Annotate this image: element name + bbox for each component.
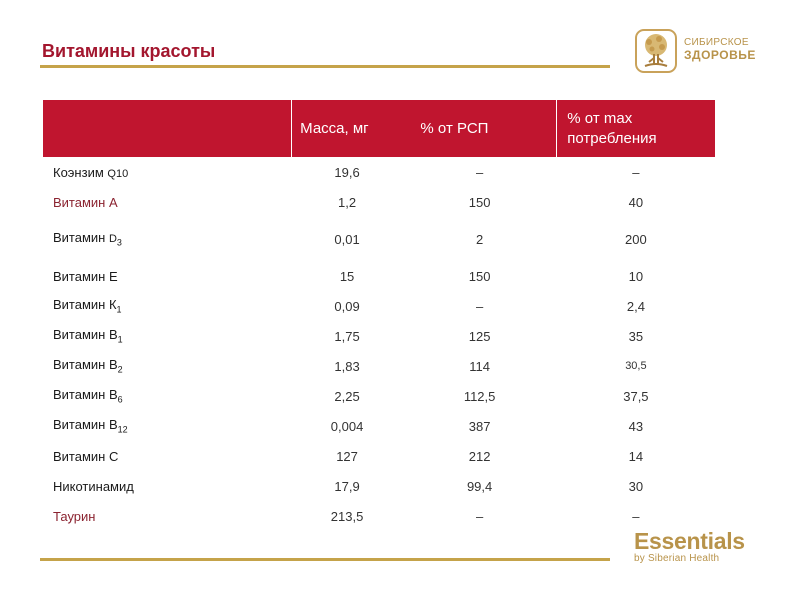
vitamin-name: Витамин С	[53, 448, 119, 464]
max-value: 2,4	[626, 298, 645, 314]
rsp-value: 125	[468, 328, 491, 344]
vitamin-name: Витамин А	[53, 194, 118, 210]
table-header-row: Масса, мг % от РСП % от max потребления	[43, 100, 715, 157]
essentials-logo: Essentials by Siberian Health	[634, 530, 774, 570]
mass-value: 0,01	[334, 231, 360, 247]
vitamin-name: Витамин В2	[53, 357, 123, 375]
rsp-value: 150	[468, 268, 491, 284]
table-row: Витамин В6 2,25 112,5 37,5	[43, 381, 715, 411]
mass-value: 1,2	[338, 194, 357, 210]
max-value: 200	[625, 231, 647, 247]
mass-value: 213,5	[330, 508, 364, 524]
table-row: Витамин В12 0,004 387 43	[43, 411, 715, 441]
mass-value: 2,25	[334, 388, 360, 404]
rsp-value: 150	[468, 194, 491, 210]
header-max: % от max потребления	[556, 100, 715, 157]
max-value: –	[632, 164, 640, 180]
max-value: 14	[628, 448, 644, 464]
table-row: Витамин С 127 212 14	[43, 441, 715, 471]
header-mass: Масса, мг	[291, 100, 403, 157]
max-value: 30	[628, 478, 644, 494]
vitamin-name: Таурин	[53, 508, 96, 524]
max-value: 10	[628, 268, 644, 284]
essentials-subtitle: by Siberian Health	[634, 553, 720, 564]
page-title: Витамины красоты	[42, 41, 216, 61]
vitamin-name: Витамин К1	[53, 297, 122, 315]
table-row: Таурин 213,5 – –	[43, 501, 715, 531]
rsp-value: –	[475, 164, 484, 180]
top-divider	[40, 65, 610, 68]
bottom-divider	[40, 558, 610, 561]
rsp-value: –	[475, 298, 484, 314]
vitamin-name: Коэнзим Q10	[53, 164, 129, 180]
mass-value: 0,09	[334, 298, 360, 314]
vitamin-name: Витамин Е	[53, 268, 118, 284]
vitamins-table: Масса, мг % от РСП % от max потребления …	[43, 100, 715, 531]
max-value: –	[632, 508, 640, 524]
table-row: Витамин Е 15 150 10	[43, 261, 715, 291]
logo-wordmark: СИБИРСКОЕ ЗДОРОВЬЕ	[684, 37, 756, 62]
table-row: Никотинамид 17,9 99,4 30	[43, 471, 715, 501]
rsp-value: 2	[475, 231, 484, 247]
header-rsp: % от РСП	[420, 119, 489, 137]
rsp-value: 387	[468, 418, 491, 434]
mass-value: 1,83	[334, 358, 360, 374]
siberian-health-logo: СИБИРСКОЕ ЗДОРОВЬЕ	[634, 28, 764, 76]
rsp-value: 99,4	[466, 478, 493, 494]
table-row: Витамин А 1,2 150 40	[43, 187, 715, 217]
rsp-value: 112,5	[463, 388, 496, 404]
rsp-value: –	[475, 508, 484, 524]
max-value: 30,5	[625, 360, 647, 372]
vitamin-name: Никотинамид	[53, 478, 134, 494]
max-value: 40	[628, 194, 644, 210]
table-row: Витамин В2 1,83 114 30,5	[43, 351, 715, 381]
mass-value: 0,004	[330, 418, 364, 434]
mass-value: 127	[336, 448, 358, 464]
mass-value: 19,6	[334, 164, 360, 180]
mass-value: 17,9	[334, 478, 360, 494]
vitamin-name: Витамин В12	[53, 417, 128, 435]
max-value: 37,5	[623, 388, 649, 404]
mass-value: 1,75	[334, 328, 360, 344]
logo-line-2: ЗДОРОВЬЕ	[684, 47, 756, 62]
table-row: Коэнзим Q10 19,6 – –	[43, 157, 715, 187]
vitamin-name: Витамин D3	[53, 230, 122, 248]
logo-line-1: СИБИРСКОЕ	[684, 37, 749, 48]
max-value: 35	[628, 328, 644, 344]
max-value: 43	[628, 418, 644, 434]
rsp-value: 114	[469, 358, 490, 374]
rsp-value: 212	[468, 448, 491, 464]
table-row: Витамин В1 1,75 125 35	[43, 321, 715, 351]
header-name	[43, 100, 292, 157]
vitamin-name: Витамин В6	[53, 387, 123, 405]
tree-logo-icon	[635, 29, 677, 73]
mass-value: 15	[339, 268, 355, 284]
vitamin-name: Витамин В1	[53, 327, 123, 345]
table-row: Витамин D3 0,01 2 200	[43, 217, 715, 261]
essentials-brand: Essentials	[634, 528, 745, 554]
table-row: Витамин К1 0,09 – 2,4	[43, 291, 715, 321]
